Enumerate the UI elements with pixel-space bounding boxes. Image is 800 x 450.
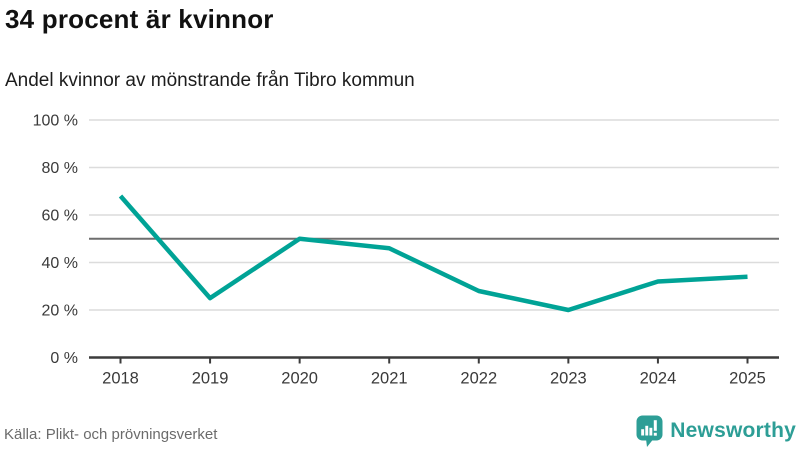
x-tick-label: 2025 [729, 370, 766, 388]
x-tick-label: 2022 [460, 370, 497, 388]
chart-title: 34 procent är kvinnor [5, 4, 274, 34]
y-tick-label: 60 % [42, 208, 78, 225]
bar-chart-bubble-icon [636, 415, 663, 447]
source-note: Källa: Plikt- och prövningsverket [4, 426, 218, 443]
x-tick-label: 2024 [640, 370, 677, 388]
newsworthy-logo: Newsworthy [636, 414, 796, 448]
y-tick-label: 20 % [42, 303, 78, 320]
x-tick-label: 2018 [102, 370, 139, 388]
newsworthy-wordmark: Newsworthy [670, 419, 796, 442]
chart-subtitle: Andel kvinnor av mönstrande från Tibro k… [5, 70, 415, 91]
x-tick-label: 2020 [281, 370, 318, 388]
data-line [118, 194, 748, 313]
x-tick-label: 2019 [192, 370, 229, 388]
y-tick-label: 100 % [33, 113, 78, 130]
x-tick-label: 2023 [550, 370, 587, 388]
y-tick-label: 0 % [50, 350, 78, 367]
y-tick-label: 80 % [42, 160, 78, 177]
x-tick-label: 2021 [371, 370, 408, 388]
y-tick-label: 40 % [42, 255, 78, 272]
